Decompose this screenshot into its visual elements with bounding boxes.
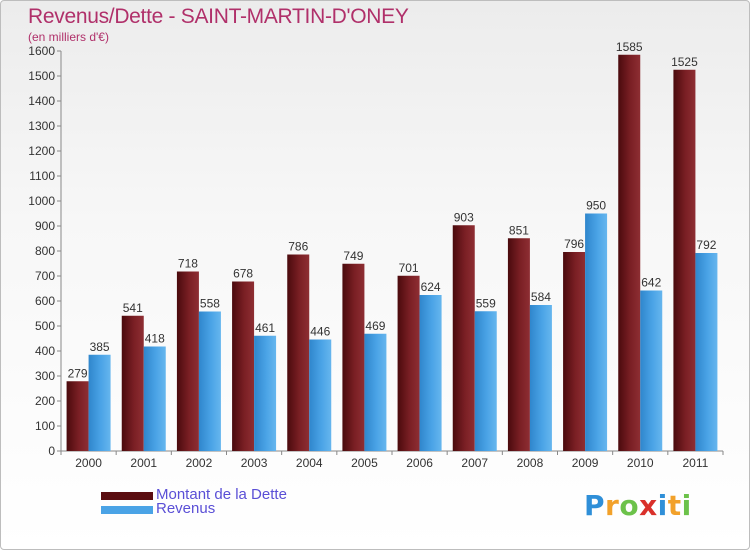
bar-revenus <box>695 253 718 451</box>
data-label: 701 <box>399 261 419 275</box>
legend-swatch-revenus <box>101 506 153 514</box>
data-label: 624 <box>421 280 441 294</box>
logo-letter: o <box>619 489 640 522</box>
bar-dette <box>397 275 420 451</box>
chart-subtitle: (en milliers d'€) <box>28 30 109 44</box>
logo-letter: i <box>657 489 668 522</box>
y-tick-label: 300 <box>35 369 55 383</box>
data-label: 796 <box>564 237 584 251</box>
data-label: 950 <box>586 199 606 213</box>
data-label: 642 <box>641 276 661 290</box>
bar-dette <box>176 271 199 451</box>
y-tick-label: 800 <box>35 244 55 258</box>
bar-dette <box>452 225 475 451</box>
x-tick-label: 2004 <box>296 456 323 470</box>
proxiti-logo: Proxiti <box>584 489 692 522</box>
data-label: 558 <box>200 297 220 311</box>
bar-dette <box>121 315 144 451</box>
data-label: 786 <box>288 240 308 254</box>
x-tick-label: 2000 <box>75 456 102 470</box>
legend-label-dette: Montant de la Dette <box>156 486 287 503</box>
data-label: 792 <box>696 238 716 252</box>
bar-revenus <box>474 311 497 451</box>
x-tick-label: 2001 <box>130 456 157 470</box>
y-tick-label: 600 <box>35 294 55 308</box>
data-label: 279 <box>68 366 88 380</box>
y-tick-label: 100 <box>35 419 55 433</box>
y-tick-label: 0 <box>48 444 55 458</box>
bar-dette <box>507 238 530 451</box>
logo-letter: r <box>605 489 620 522</box>
bar-revenus <box>88 354 111 451</box>
y-tick-label: 700 <box>35 269 55 283</box>
y-tick-label: 1100 <box>29 169 55 183</box>
y-tick-label: 200 <box>35 394 55 408</box>
data-label: 1585 <box>616 40 643 54</box>
x-tick-label: 2005 <box>351 456 378 470</box>
bar-dette <box>287 254 310 451</box>
bar-dette <box>232 281 255 451</box>
bar-dette <box>66 381 89 451</box>
bar-dette <box>563 252 586 451</box>
data-label: 446 <box>310 325 330 339</box>
x-tick-label: 2003 <box>241 456 268 470</box>
data-label: 559 <box>476 296 496 310</box>
data-label: 749 <box>343 249 363 263</box>
data-label: 469 <box>365 319 385 333</box>
data-label: 718 <box>178 257 198 271</box>
logo-letter: i <box>681 489 692 522</box>
x-tick-label: 2008 <box>517 456 544 470</box>
bar-revenus <box>585 213 608 451</box>
legend-label-revenus: Revenus <box>156 500 216 517</box>
bar-revenus <box>254 335 277 451</box>
x-tick-label: 2006 <box>406 456 433 470</box>
bar-revenus <box>309 339 332 451</box>
data-label: 851 <box>509 223 529 237</box>
bar-dette <box>342 263 365 451</box>
data-label: 678 <box>233 267 253 281</box>
x-tick-label: 2007 <box>461 456 488 470</box>
logo-letter: x <box>639 489 658 522</box>
y-tick-label: 500 <box>35 319 55 333</box>
data-label: 541 <box>123 301 143 315</box>
y-tick-label: 1600 <box>28 44 55 58</box>
y-tick-label: 1500 <box>28 69 55 83</box>
bar-revenus <box>529 305 552 451</box>
x-tick-label: 2002 <box>186 456 213 470</box>
bar-revenus <box>364 333 387 451</box>
data-label: 385 <box>90 340 110 354</box>
y-tick-label: 400 <box>35 344 55 358</box>
chart-title: Revenus/Dette - SAINT-MARTIN-D'ONEY <box>28 5 409 28</box>
y-tick-label: 1400 <box>28 94 55 108</box>
logo-letter: t <box>667 489 682 522</box>
data-label: 903 <box>454 210 474 224</box>
x-tick-label: 2011 <box>683 456 709 470</box>
bar-revenus <box>143 346 166 451</box>
legend-swatch-dette <box>101 492 153 500</box>
x-tick-label: 2010 <box>627 456 654 470</box>
bar-dette <box>673 69 696 451</box>
y-tick-label: 1300 <box>28 119 55 133</box>
bar-revenus <box>640 290 663 451</box>
data-label: 461 <box>255 321 275 335</box>
data-label: 418 <box>145 332 165 346</box>
data-label: 584 <box>531 290 551 304</box>
logo-letter: P <box>584 489 606 522</box>
data-label: 1525 <box>671 55 698 69</box>
bar-dette <box>618 54 641 451</box>
bar-revenus <box>419 295 442 451</box>
y-tick-label: 1200 <box>28 144 55 158</box>
y-tick-label: 1000 <box>28 194 55 208</box>
bar-revenus <box>198 311 221 451</box>
y-tick-label: 900 <box>35 219 55 233</box>
x-tick-label: 2009 <box>572 456 599 470</box>
